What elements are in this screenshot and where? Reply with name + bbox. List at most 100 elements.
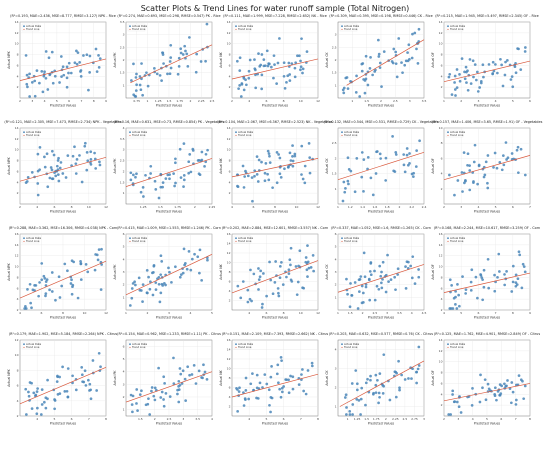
y-tick-label: 1: [335, 187, 337, 191]
data-point: [343, 396, 347, 399]
data-point: [25, 413, 28, 416]
y-tick-label: 10: [439, 265, 443, 269]
data-point: [248, 297, 252, 301]
legend-trend-label: Trend Line: [450, 345, 464, 349]
data-point: [61, 365, 64, 369]
data-point: [342, 180, 346, 184]
data-point: [492, 69, 496, 73]
x-tick-label: 2: [398, 205, 400, 209]
data-point: [258, 381, 262, 385]
data-point: [487, 286, 491, 290]
data-point: [304, 256, 308, 259]
x-tick-label: 1.4: [360, 205, 365, 209]
data-point: [492, 166, 495, 169]
y-tick-label: 2.5: [332, 45, 337, 49]
data-point: [375, 150, 378, 154]
subplot-title: (R²=0.202, MAE=2.884, MSE=12.601, RMSE=3…: [222, 226, 329, 230]
data-point: [417, 364, 421, 367]
y-tick-label: 16: [439, 232, 443, 236]
y-tick-label: 6: [229, 169, 231, 173]
data-point: [187, 160, 191, 164]
y-tick-label: 6: [123, 232, 125, 236]
data-point: [80, 180, 84, 184]
data-point: [522, 265, 526, 268]
data-point: [413, 282, 417, 285]
data-point: [267, 388, 271, 392]
x-axis-label: Predicted Values: [50, 422, 77, 426]
data-point: [141, 300, 144, 303]
data-point: [46, 378, 49, 382]
data-point: [391, 134, 394, 138]
x-tick-label: 2: [443, 417, 445, 421]
data-point: [44, 294, 47, 298]
data-point: [495, 398, 498, 402]
data-point: [24, 181, 28, 184]
data-point: [514, 281, 518, 284]
data-point: [374, 373, 378, 377]
data-point: [373, 269, 376, 273]
data-point: [302, 286, 306, 290]
data-point: [260, 160, 263, 164]
data-point: [409, 264, 413, 268]
data-point: [275, 372, 279, 376]
data-point: [451, 389, 455, 393]
data-point: [164, 392, 168, 395]
x-tick-label: 12: [316, 205, 320, 209]
data-point: [498, 383, 502, 386]
data-point: [498, 161, 502, 164]
y-tick-label: 12: [15, 254, 19, 258]
data-point: [174, 265, 177, 269]
x-tick-label: 5: [460, 311, 462, 315]
data-point: [377, 287, 381, 291]
subplot-title: (R²=0.151, MAE=2.109, MSE=7.393, RMSE=2.…: [222, 332, 329, 336]
data-point: [150, 389, 153, 393]
subplot-2: (R²=0.111, MAE=1.999, MSE=7.228, RMSE=2.…: [219, 14, 327, 108]
legend-actual-label: Actual Data: [132, 130, 148, 134]
data-point: [448, 173, 451, 177]
data-point: [257, 288, 260, 291]
data-point: [65, 85, 69, 89]
y-tick-label: 2: [441, 85, 443, 89]
data-point: [345, 413, 348, 416]
subplot-title: (R²=0.215, MAE=1.945, MSE=5.497, RMSE=2.…: [435, 14, 539, 18]
data-point: [238, 56, 242, 60]
x-tick-label: 4: [495, 99, 497, 103]
data-point: [286, 74, 290, 78]
data-point: [134, 283, 137, 287]
legend-box: [127, 23, 146, 32]
data-point: [453, 88, 457, 91]
data-point: [417, 345, 421, 349]
data-point: [300, 144, 304, 148]
data-point: [378, 61, 382, 65]
trend-line: [125, 253, 213, 296]
x-tick-label: 5: [265, 417, 267, 421]
legend-actual-label: Actual Data: [26, 130, 42, 134]
y-tick-label: 3: [335, 367, 337, 371]
data-point: [33, 79, 37, 83]
data-point: [411, 255, 415, 259]
x-tick-label: 1: [347, 417, 349, 421]
data-point: [351, 403, 355, 406]
data-point: [197, 159, 201, 162]
y-tick-label: 10: [227, 261, 231, 265]
data-point: [363, 275, 367, 279]
data-point: [265, 382, 269, 386]
data-point: [410, 172, 414, 176]
data-point: [48, 288, 51, 292]
y-tick-label: 8: [229, 159, 231, 163]
legend-trend-label: Trend Line: [26, 345, 40, 349]
legend-box: [233, 235, 252, 244]
y-tick-label: 2: [17, 308, 19, 312]
data-point: [291, 375, 295, 379]
data-point: [86, 270, 90, 274]
legend-point-marker: [235, 25, 237, 28]
data-point: [364, 381, 368, 385]
data-point: [366, 167, 369, 171]
data-point: [55, 380, 59, 383]
data-point: [523, 50, 527, 53]
data-point: [493, 394, 497, 398]
data-point: [271, 186, 274, 190]
x-tick-label: 1: [147, 99, 149, 103]
